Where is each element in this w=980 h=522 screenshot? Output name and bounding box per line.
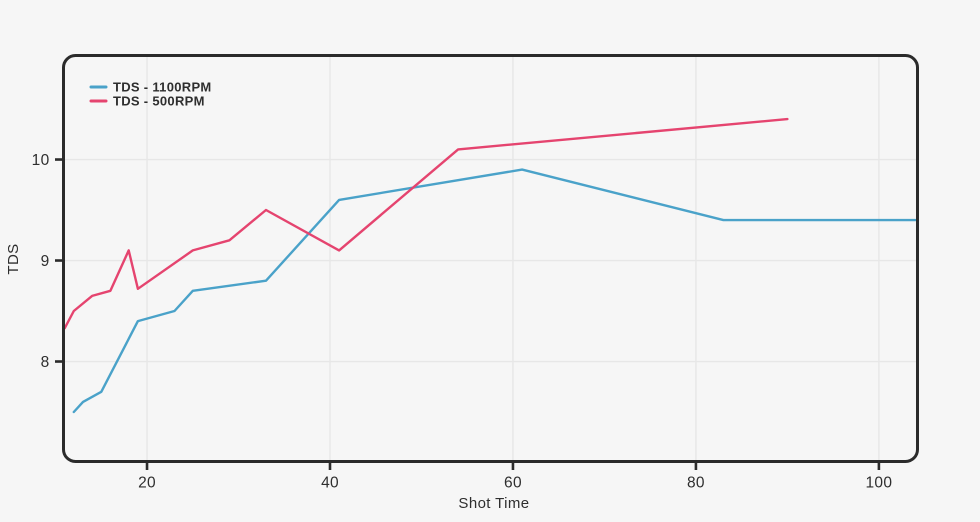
axis-ticks-and-labels: 20 40 60 80 100 8 9 10 (32, 152, 893, 492)
x-tick-label: 80 (687, 475, 705, 492)
y-axis-title: TDS (5, 243, 22, 274)
x-tick-label: 60 (504, 475, 522, 492)
series-line-1[interactable] (63, 117, 789, 330)
x-tick-label: 100 (866, 475, 893, 492)
y-tick-label: 9 (41, 253, 50, 270)
legend-label: TDS - 500RPM (113, 94, 205, 109)
y-tick-label: 10 (32, 152, 50, 169)
plot-frame (62, 54, 919, 463)
legend-label: TDS - 1100RPM (113, 80, 212, 95)
gridlines (63, 55, 918, 462)
series-line-0[interactable] (72, 168, 917, 414)
y-tick-label: 8 (41, 354, 50, 371)
legend-item-1[interactable]: TDS - 500RPM (89, 94, 205, 109)
x-axis-title: Shot Time (458, 495, 529, 512)
x-tick-label: 20 (138, 475, 156, 492)
legend-item-0[interactable]: TDS - 1100RPM (89, 80, 212, 95)
series-lines (63, 117, 917, 414)
x-tick-label: 40 (321, 475, 339, 492)
